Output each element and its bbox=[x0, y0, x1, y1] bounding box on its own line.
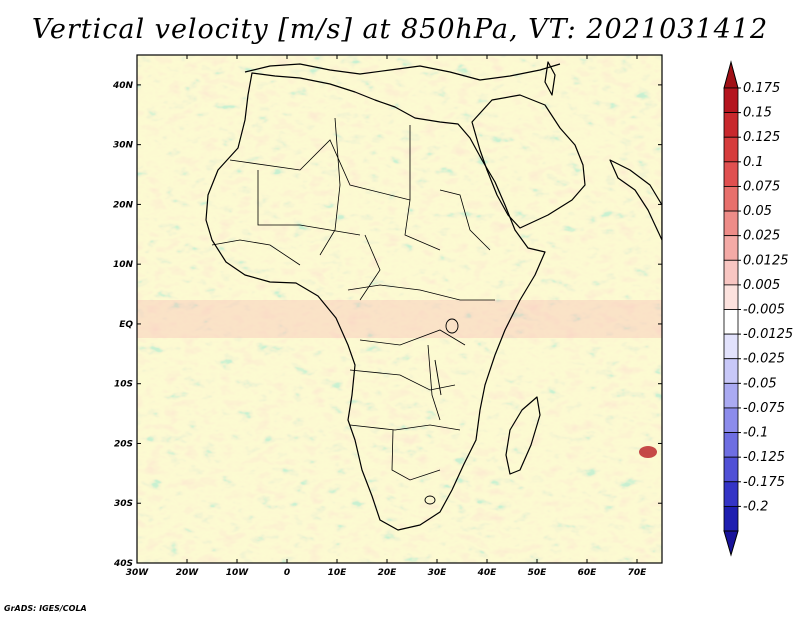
colorbar-label: 0.005 bbox=[743, 278, 780, 293]
lat-label: 40S bbox=[113, 559, 133, 569]
colorbar-segment bbox=[723, 284, 739, 310]
coastlines bbox=[205, 61, 662, 531]
country-borders bbox=[211, 117, 495, 481]
lon-label: 10E bbox=[328, 568, 348, 578]
colorbar-label: 0.175 bbox=[743, 81, 780, 96]
itcz-band bbox=[137, 300, 662, 338]
colorbar-segment bbox=[723, 112, 739, 138]
colorbar-label: 0.15 bbox=[743, 106, 772, 121]
colorbar-segment bbox=[723, 432, 739, 458]
cyclone-feature bbox=[639, 446, 657, 458]
caspian-coastline bbox=[544, 61, 556, 96]
colorbar-segment bbox=[723, 456, 739, 483]
grads-credit: GrADS: IGES/COLA bbox=[4, 604, 87, 613]
colorbar-segment bbox=[723, 358, 739, 384]
india-coastline bbox=[609, 159, 662, 241]
colorbar-label: -0.025 bbox=[743, 352, 785, 367]
colorbar-segment bbox=[723, 481, 739, 507]
africa-coastline bbox=[205, 72, 546, 531]
map-frame bbox=[136, 54, 663, 564]
colorbar-label: 0.1 bbox=[743, 155, 764, 170]
lat-label: 20S bbox=[114, 439, 133, 449]
colorbar-segment bbox=[723, 87, 739, 114]
chart-title: Vertical velocity [m/s] at 850hPa, VT: 2… bbox=[31, 14, 769, 45]
lat-label: 10N bbox=[113, 260, 134, 270]
madagascar-coastline bbox=[505, 396, 541, 475]
colorbar-segment bbox=[723, 505, 739, 532]
lat-label: 10S bbox=[114, 380, 133, 390]
lon-label: 50E bbox=[528, 568, 548, 578]
colorbar-segment bbox=[723, 333, 739, 360]
arabia-coastline bbox=[471, 94, 586, 229]
colorbar-top-arrow bbox=[723, 60, 739, 89]
lon-label: 10W bbox=[226, 568, 250, 578]
colorbar-label: 0.075 bbox=[743, 179, 780, 194]
colorbar-bottom-arrow bbox=[723, 530, 739, 557]
lon-label: 20W bbox=[176, 568, 200, 578]
colorbar-label: -0.05 bbox=[743, 376, 777, 391]
colorbar-segment bbox=[723, 309, 739, 335]
lat-label: EQ bbox=[119, 320, 133, 330]
latitude-axis: 40N 30N 20N 10N EQ 10S 20S 30S 40S bbox=[112, 81, 662, 569]
colorbar-label: 0.025 bbox=[743, 229, 780, 244]
lat-label: 30N bbox=[113, 141, 134, 151]
lon-label: 40E bbox=[477, 568, 498, 578]
colorbar-segment bbox=[723, 161, 739, 187]
colorbar-label: -0.005 bbox=[743, 303, 785, 318]
europe-coastline bbox=[244, 63, 561, 81]
lat-label: 40N bbox=[112, 81, 134, 91]
colorbar-label: -0.175 bbox=[743, 475, 785, 490]
lon-label: 0 bbox=[284, 568, 290, 578]
lon-label: 30E bbox=[428, 568, 448, 578]
colorbar-segment bbox=[723, 407, 739, 433]
lon-label: 30W bbox=[126, 568, 150, 578]
colorbar-label: -0.0125 bbox=[743, 327, 793, 342]
colorbar-label: -0.125 bbox=[743, 450, 785, 465]
colorbar-segment bbox=[723, 186, 739, 212]
colorbar-label: -0.075 bbox=[743, 401, 785, 416]
colorbar-label: 0.125 bbox=[743, 130, 780, 145]
lakes bbox=[424, 318, 459, 505]
colorbar-segment bbox=[723, 382, 739, 409]
lon-label: 20E bbox=[378, 568, 398, 578]
lon-label: 70E bbox=[628, 568, 648, 578]
colorbar-segment bbox=[723, 235, 739, 261]
colorbar-label: 0.05 bbox=[743, 204, 772, 219]
longitude-axis: 30W 20W 10W 0 10E 20E 30E 40E 50E 60E 70E bbox=[126, 55, 647, 578]
lat-label: 30S bbox=[114, 499, 133, 509]
colorbar-label: -0.1 bbox=[743, 426, 768, 441]
colorbar: 0.175 0.15 0.125 0.1 0.075 0.05 0.025 0.0125 0.0… bbox=[723, 60, 793, 557]
colorbar-label: -0.2 bbox=[743, 499, 768, 514]
colorbar-segment bbox=[723, 210, 739, 237]
map-field bbox=[137, 55, 662, 563]
colorbar-label: 0.0125 bbox=[743, 253, 789, 268]
colorbar-segment bbox=[723, 136, 739, 163]
colorbar-segment bbox=[723, 259, 739, 286]
lat-label: 20N bbox=[113, 200, 134, 210]
lon-label: 60E bbox=[578, 568, 598, 578]
